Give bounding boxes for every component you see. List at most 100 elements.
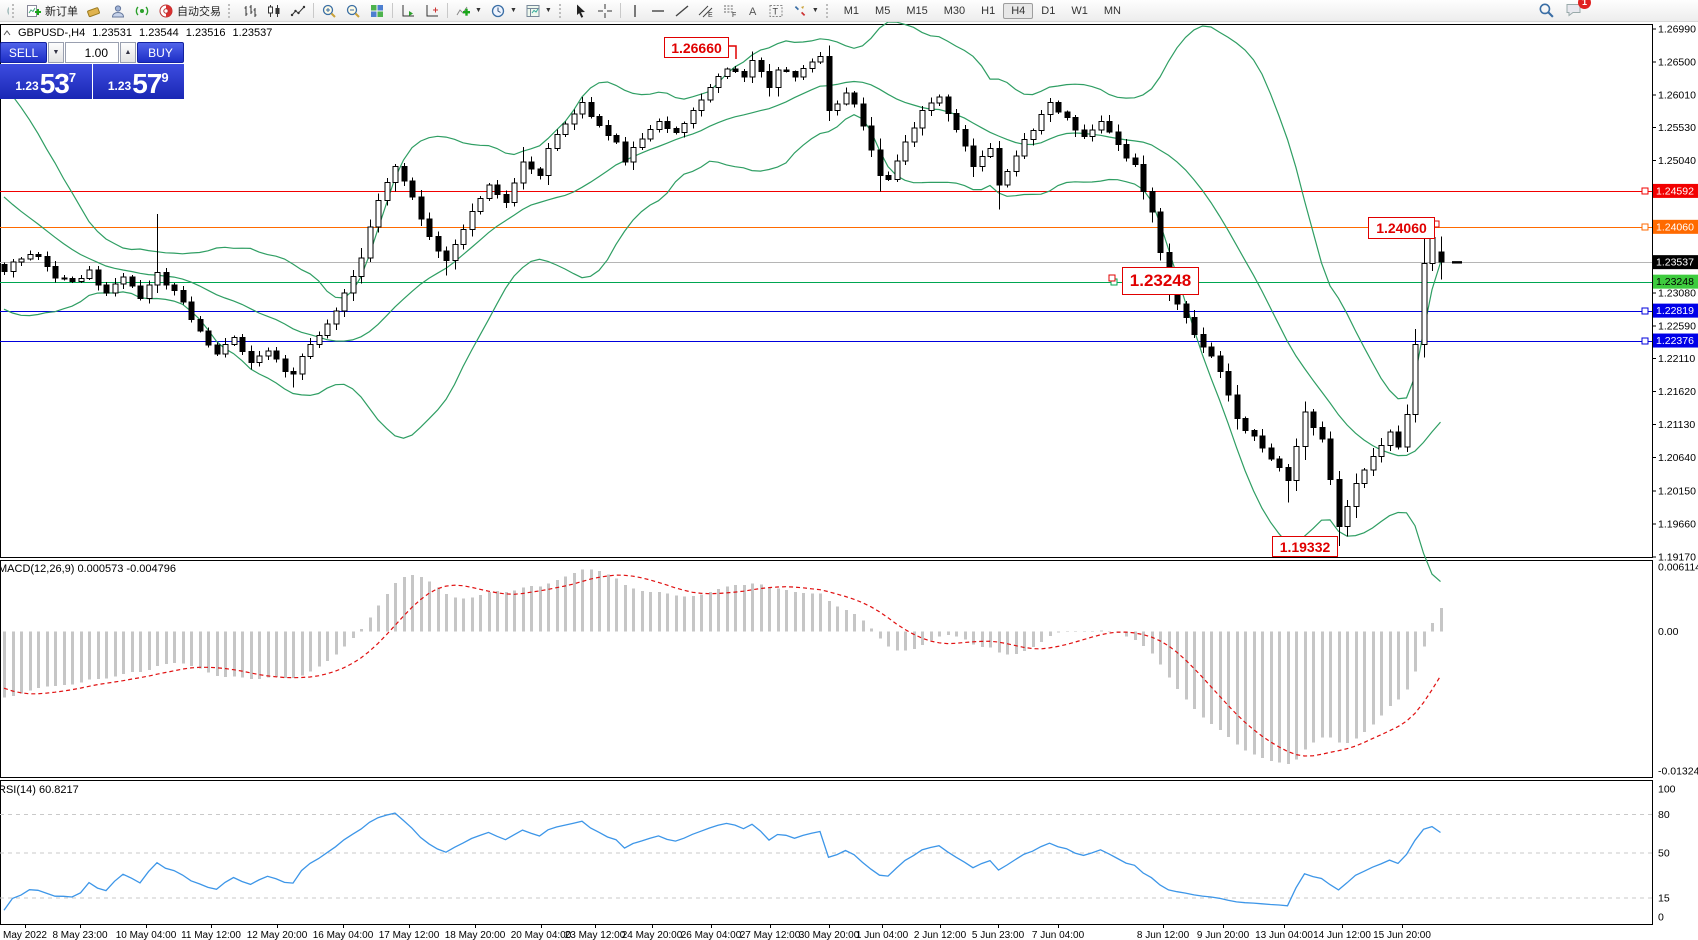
volume-input[interactable]: 1.00 [65, 42, 119, 63]
fibonacci-button[interactable]: F [718, 1, 742, 21]
price-annotation-1.26660[interactable]: 1.26660 [664, 37, 729, 58]
axis-badge-1.23537 [1653, 255, 1698, 270]
line-handle[interactable] [1641, 223, 1649, 231]
quote-close: 1.23537 [232, 27, 273, 39]
svg-text:15: 15 [1658, 892, 1670, 904]
svg-text:1.19660: 1.19660 [1658, 518, 1696, 530]
symbol-header: GBPUSD-,H4 1.23531 1.23544 1.23516 1.235… [3, 27, 272, 39]
collapse-arrow-icon[interactable] [3, 29, 11, 37]
tf-d1[interactable]: D1 [1041, 4, 1056, 17]
toolbar-grip[interactable] [825, 3, 832, 18]
chart-shift-button[interactable] [420, 1, 444, 21]
macd-label: MACD(12,26,9) 0.000573 -0.004796 [0, 563, 176, 575]
svg-text:1.21620: 1.21620 [1658, 386, 1696, 398]
tile-windows-button[interactable] [365, 1, 389, 21]
arrows-button[interactable]: ▼ [788, 1, 823, 21]
buy-price-block[interactable]: 1.23 57 9 [92, 64, 184, 99]
volume-increase-button[interactable]: ▲ [120, 42, 136, 63]
volume-decrease-button[interactable]: ▼ [48, 42, 64, 63]
templates-button[interactable]: ▼ [521, 1, 556, 21]
toolbar-grip[interactable] [12, 3, 18, 18]
svg-text:1.24060: 1.24060 [1656, 221, 1694, 233]
search-icon[interactable] [1538, 2, 1555, 19]
tf-mn[interactable]: MN [1103, 4, 1121, 17]
tf-h4[interactable]: H4 [1003, 2, 1034, 19]
sell-price-block[interactable]: 1.23 53 7 [0, 64, 92, 99]
candle-chart-icon [268, 4, 280, 17]
eraser-button[interactable] [82, 1, 106, 21]
svg-text:1.20150: 1.20150 [1658, 485, 1696, 497]
svg-text:0: 0 [1658, 912, 1664, 924]
svg-text:1.20640: 1.20640 [1658, 452, 1696, 464]
new-order-label: 新订单 [45, 5, 78, 18]
upper-band [3, 21, 1442, 400]
annotation-legs [727, 45, 1440, 282]
toolbar-grip[interactable] [228, 3, 234, 18]
horizontal-line-button[interactable] [646, 1, 670, 21]
price-level-lines[interactable] [0, 187, 1652, 345]
svg-text:1.22590: 1.22590 [1658, 321, 1696, 333]
tf-w1[interactable]: W1 [1071, 4, 1088, 17]
trendline-button[interactable] [670, 1, 694, 21]
price-annotation-1.24060[interactable]: 1.24060 [1368, 217, 1435, 239]
svg-text:26 May 04:00: 26 May 04:00 [681, 930, 742, 940]
bar-chart-button[interactable] [238, 1, 262, 21]
svg-text:F: F [732, 12, 736, 19]
indicators-icon [456, 6, 470, 16]
sell-price-main: 53 [39, 68, 70, 99]
tf-m5[interactable]: M5 [875, 4, 891, 17]
svg-text:1 Jun 04:00: 1 Jun 04:00 [856, 930, 909, 940]
crosshair-button[interactable] [593, 1, 617, 21]
svg-text:2 Jun 12:00: 2 Jun 12:00 [914, 930, 967, 940]
cursor-button[interactable] [569, 1, 593, 21]
quote-open: 1.23531 [92, 27, 133, 39]
svg-text:10 May 04:00: 10 May 04:00 [116, 930, 177, 940]
line-handle[interactable] [1641, 307, 1649, 315]
svg-text:9 Jun 20:00: 9 Jun 20:00 [1197, 930, 1250, 940]
zoom-out-button[interactable] [341, 1, 365, 21]
tf-m15[interactable]: M15 [906, 4, 928, 17]
line-handle[interactable] [1641, 187, 1649, 195]
text-button[interactable]: A [742, 1, 764, 21]
svg-text:T: T [772, 6, 778, 16]
profile-button[interactable] [106, 1, 130, 21]
notifications-button[interactable]: 1 [1565, 0, 1591, 21]
tf-m1[interactable]: M1 [843, 4, 860, 17]
candle-chart-button[interactable] [262, 1, 286, 21]
signal-icon [135, 6, 149, 15]
toolbar-grip[interactable] [558, 3, 565, 18]
periods-button[interactable]: ▼ [486, 1, 521, 21]
buy-button[interactable]: BUY [137, 42, 184, 63]
sell-button[interactable]: SELL [0, 42, 47, 63]
line-chart-button[interactable] [286, 1, 310, 21]
svg-text:1.26990: 1.26990 [1658, 24, 1696, 36]
auto-trading-button[interactable]: 自动交易 [154, 1, 225, 21]
vertical-line-button[interactable] [624, 1, 646, 21]
tf-h1[interactable]: H1 [981, 4, 996, 17]
equidistant-channel-button[interactable]: E [694, 1, 718, 21]
tf-m30[interactable]: M30 [943, 4, 966, 17]
new-order-button[interactable]: 新订单 [22, 1, 82, 21]
svg-text:1.22376: 1.22376 [1656, 335, 1694, 347]
symbol-title: GBPUSD-,H4 [18, 27, 86, 39]
price-annotation-1.23248[interactable]: 1.23248 [1122, 267, 1199, 295]
axis-badge-1.23248 [1653, 274, 1698, 289]
partial-icon [0, 3, 9, 19]
svg-text:50: 50 [1658, 848, 1670, 860]
vertical-line-icon [634, 4, 636, 17]
price-annotation-1.19332[interactable]: 1.19332 [1272, 536, 1338, 557]
line-handle[interactable] [1641, 337, 1649, 345]
zoom-in-button[interactable] [317, 1, 341, 21]
indicators-button[interactable]: ▼ [451, 1, 486, 21]
auto-trading-icon [159, 4, 173, 17]
templates-icon [526, 4, 540, 17]
signal-button[interactable] [130, 1, 154, 21]
axis-badge-1.24060 [1653, 219, 1698, 234]
sell-price-prefix: 1.23 [15, 79, 39, 93]
svg-text:E: E [708, 12, 713, 19]
auto-scroll-button[interactable] [396, 1, 420, 21]
text-label-button[interactable]: T [764, 1, 788, 21]
svg-text:1.26500: 1.26500 [1658, 57, 1696, 69]
